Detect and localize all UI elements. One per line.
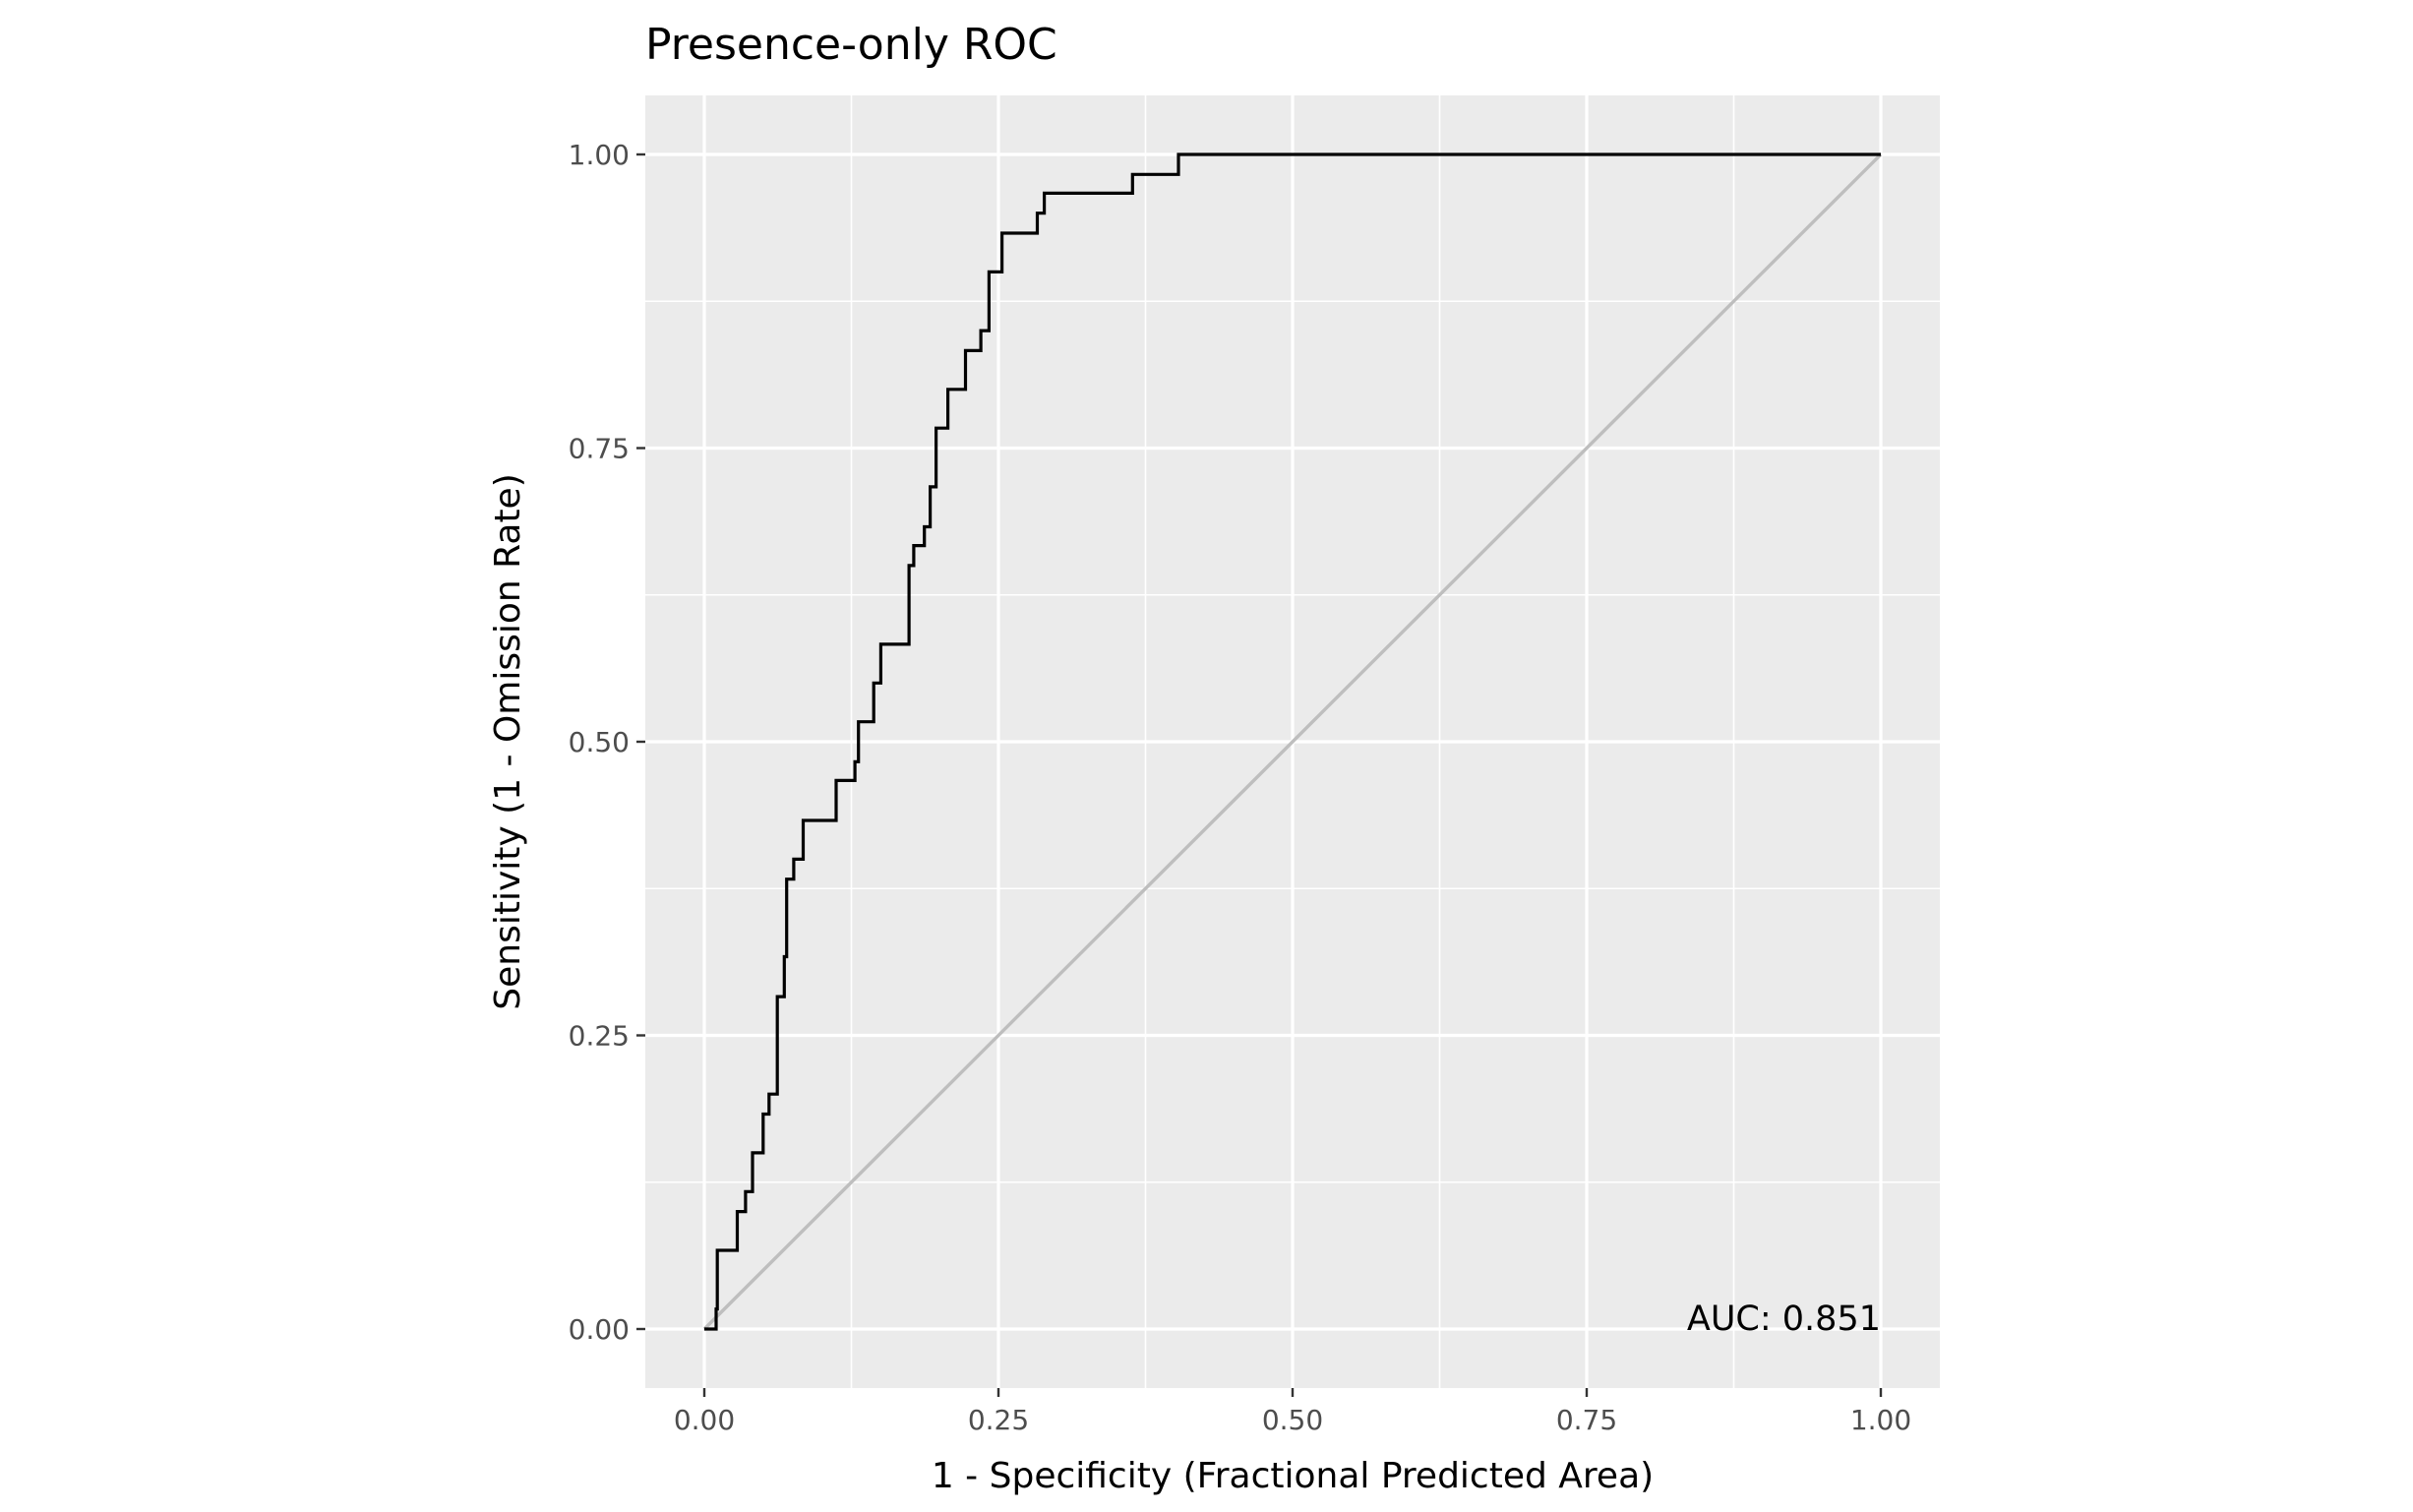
x-axis-ticks: 0.00 0.25 0.50 0.75 1.00 xyxy=(674,1388,1911,1436)
y-axis-ticks: 0.00 0.25 0.50 0.75 1.00 xyxy=(569,139,645,1346)
y-tick-label: 1.00 xyxy=(569,139,630,171)
y-tick-label: 0.25 xyxy=(569,1020,630,1053)
x-tick-label: 0.75 xyxy=(1556,1404,1617,1436)
roc-curve-line xyxy=(704,152,1881,1331)
y-tick-label: 0.75 xyxy=(569,433,630,465)
x-tick-label: 0.00 xyxy=(674,1404,735,1436)
x-tick-label: 0.25 xyxy=(968,1404,1029,1436)
x-axis-title: 1 - Specificity (Fractional Predicted Ar… xyxy=(932,1456,1654,1496)
reference-diagonal-line xyxy=(702,152,1883,1331)
y-tick-label: 0.00 xyxy=(569,1313,630,1346)
x-tick-label: 1.00 xyxy=(1850,1404,1911,1436)
x-tick-label: 0.50 xyxy=(1262,1404,1323,1436)
auc-annotation: AUC: 0.851 xyxy=(1687,1300,1881,1339)
chart-title: Presence-only ROC xyxy=(645,20,1057,70)
y-tick-label: 0.50 xyxy=(569,726,630,758)
y-axis-title: Sensitivity (1 - Omission Rate) xyxy=(488,473,528,1009)
